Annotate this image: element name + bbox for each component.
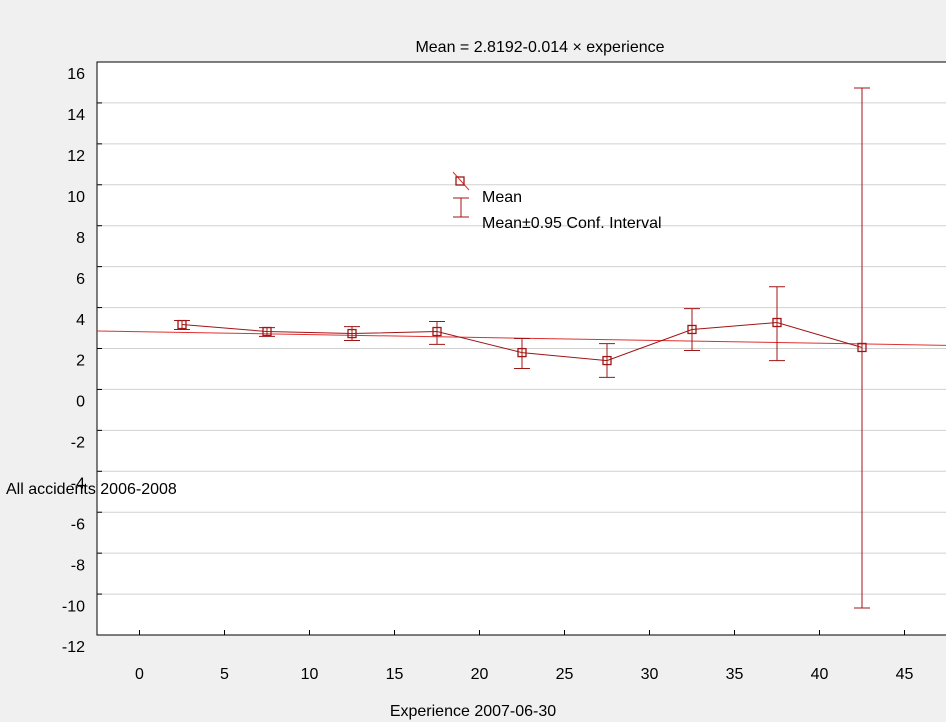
y-tick-label: 4 <box>76 312 85 329</box>
y-tick-label: 16 <box>67 66 85 83</box>
x-tick-label: 10 <box>301 666 319 683</box>
y-tick-label: 8 <box>76 230 85 247</box>
mean-marker <box>432 326 442 337</box>
mean-marker <box>772 317 782 328</box>
legend-line <box>452 171 470 191</box>
x-tick-label: 35 <box>726 666 744 683</box>
error-bar <box>684 308 700 352</box>
x-tick-label: 30 <box>641 666 659 683</box>
legend-label: Mean <box>482 189 522 206</box>
mean-marker <box>687 324 697 335</box>
y-tick-label: -2 <box>71 435 85 452</box>
x-tick-label: 45 <box>896 666 914 683</box>
legend-label: Mean±0.95 Conf. Interval <box>482 215 662 232</box>
mean-marker <box>347 328 357 339</box>
mean-marker <box>262 326 272 337</box>
x-tick-label: 15 <box>386 666 404 683</box>
x-tick-label: 25 <box>556 666 574 683</box>
legend-marker <box>455 176 465 186</box>
y-tick-label: -4 <box>71 476 85 493</box>
y-axis-label: All accidents 2006-2008 <box>6 481 177 498</box>
error-bar <box>854 87 870 609</box>
y-tick-label: 2 <box>76 353 85 370</box>
y-tick-label: -6 <box>71 516 85 533</box>
y-tick-label: -12 <box>62 639 85 656</box>
mean-marker <box>602 355 612 366</box>
x-tick-label: 5 <box>220 666 229 683</box>
y-tick-label: -8 <box>71 557 85 574</box>
mean-marker <box>857 342 867 353</box>
legend-ci <box>453 197 469 218</box>
y-tick-label: 12 <box>67 148 85 165</box>
error-bar <box>769 286 785 362</box>
mean-marker <box>517 347 527 358</box>
y-tick-label: 10 <box>67 189 85 206</box>
x-axis-label: Experience 2007-06-30 <box>390 703 556 720</box>
y-tick-label: -10 <box>62 598 85 615</box>
x-tick-label: 0 <box>135 666 144 683</box>
mean-marker <box>177 319 187 330</box>
y-tick-label: 14 <box>67 107 85 124</box>
x-tick-label: 20 <box>471 666 489 683</box>
y-tick-label: 0 <box>76 394 85 411</box>
y-tick-label: 6 <box>76 271 85 288</box>
chart-title: Mean = 2.8192-0.014 × experience <box>415 39 664 56</box>
x-tick-label: 40 <box>811 666 829 683</box>
error-bar <box>514 337 530 370</box>
error-bar <box>599 343 615 378</box>
error-bar <box>429 320 445 345</box>
